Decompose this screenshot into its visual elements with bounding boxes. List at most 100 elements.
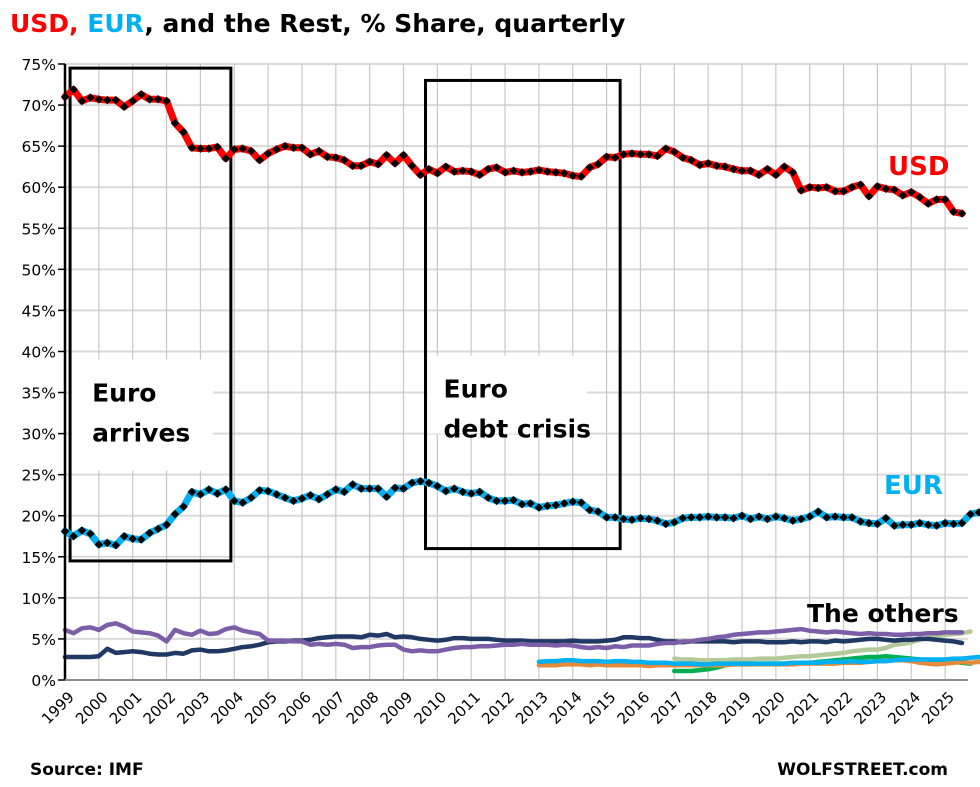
usd-data-point <box>246 146 256 156</box>
eur-data-point <box>847 513 857 522</box>
annotation-label-bg <box>427 355 588 434</box>
eur-data-point <box>500 496 510 506</box>
x-tick-label: 2008 <box>343 688 383 728</box>
y-tick-label: 5% <box>31 631 56 649</box>
eur-data-point <box>441 486 451 496</box>
eur-data-point <box>94 540 104 549</box>
x-tick-label: 2009 <box>377 688 417 728</box>
eur-data-point <box>712 513 721 522</box>
eur-data-point <box>644 514 654 524</box>
others-annotation: The others <box>807 599 959 628</box>
y-tick-label: 25% <box>22 467 56 485</box>
series-lines <box>60 85 980 674</box>
x-tick-label: 2017 <box>647 688 687 728</box>
eur-data-point <box>873 519 882 529</box>
eur-data-point <box>822 513 831 522</box>
eur-data-point <box>272 490 281 499</box>
usd-data-point <box>907 187 916 197</box>
eur-data-point <box>399 484 408 493</box>
eur-data-point <box>796 514 806 524</box>
eur-data-point <box>585 505 594 515</box>
eur-data-point <box>340 487 349 497</box>
usd-data-point <box>653 151 662 161</box>
eur-data-point <box>771 512 781 521</box>
x-tick-label: 2003 <box>173 688 213 728</box>
y-tick-label: 50% <box>22 261 56 279</box>
eur-data-point <box>661 519 671 529</box>
usd-data-point <box>111 95 120 105</box>
usd-data-point <box>213 142 222 152</box>
eur-data-point <box>864 518 874 528</box>
eur-data-point <box>280 493 290 502</box>
x-tick-label: 2010 <box>410 688 450 728</box>
eur-data-point <box>619 514 628 524</box>
usd-data-point <box>576 172 586 181</box>
x-tick-label: 1999 <box>38 688 78 728</box>
y-tick-label: 30% <box>22 426 56 444</box>
eur-data-point <box>323 490 332 499</box>
y-tick-label: 60% <box>22 179 56 197</box>
eur-data-point <box>365 484 374 493</box>
usd-data-point <box>441 162 451 171</box>
eur-data-point <box>238 498 247 507</box>
usd-data-point <box>560 168 569 178</box>
usd-data-point <box>416 170 425 180</box>
usd-data-point <box>153 95 163 104</box>
eur-data-point <box>703 512 713 521</box>
x-tick-label: 2002 <box>140 688 180 728</box>
usd-data-point <box>568 171 578 180</box>
usd-data-point <box>898 191 908 200</box>
usd-data-point <box>306 150 315 159</box>
eur-data-point <box>450 484 459 493</box>
eur-data-point <box>915 518 924 528</box>
eur-data-point <box>356 484 366 493</box>
eur-data-point <box>526 499 535 508</box>
eur-data-point <box>898 520 908 530</box>
eur-data-point <box>695 513 704 522</box>
title-eur: EUR <box>87 9 144 38</box>
eur-data-point <box>881 513 891 523</box>
x-tick-label: 2000 <box>72 688 112 728</box>
series-line-eur <box>61 477 980 549</box>
eur-data-point <box>196 490 205 499</box>
x-tick-label: 2022 <box>817 688 857 728</box>
x-tick-label: 2001 <box>106 688 146 728</box>
x-tick-label: 2007 <box>309 688 349 728</box>
eur-data-point <box>458 487 467 497</box>
y-tick-label: 15% <box>22 549 56 567</box>
usd-data-point <box>636 150 645 159</box>
eur-data-point <box>534 503 544 512</box>
x-tick-label: 2025 <box>918 688 958 728</box>
eur-data-point <box>551 500 561 510</box>
eur-data-point <box>382 492 391 502</box>
usd-data-point <box>475 170 484 180</box>
usd-data-point <box>466 167 476 176</box>
eur-data-point <box>754 512 764 521</box>
series-line-other-purple <box>62 621 965 654</box>
annotation-boxes: Euro arrives Euro debt crisis <box>68 66 622 563</box>
eur-data-point <box>678 513 688 523</box>
y-tick-label: 55% <box>22 220 56 238</box>
y-tick-label: 40% <box>22 343 56 361</box>
x-axis-ticks: 1999200020012002200320042005200620072008… <box>38 688 958 728</box>
usd-data-point <box>517 168 527 177</box>
eur-data-point <box>289 496 298 506</box>
euro-arrives-annotation: arrives <box>92 419 190 448</box>
eur-data-point <box>204 485 214 494</box>
eur-data-point <box>69 532 78 541</box>
eur-data-point <box>297 494 307 503</box>
usd-data-point <box>771 170 781 180</box>
eur-data-point <box>729 513 738 523</box>
eur-data-point <box>974 508 980 517</box>
eur-data-point <box>568 497 578 506</box>
eur-data-point <box>255 486 264 495</box>
x-tick-label: 2013 <box>512 688 552 728</box>
eur-data-point <box>246 493 256 502</box>
usd-data-point <box>923 199 933 208</box>
usd-data-point <box>424 164 434 174</box>
eur-data-point <box>813 507 823 516</box>
eur-data-point <box>120 532 129 541</box>
x-tick-label: 2019 <box>715 688 755 728</box>
brand-label: WOLFSTREET.com <box>777 760 948 780</box>
eur-data-point <box>390 483 400 493</box>
